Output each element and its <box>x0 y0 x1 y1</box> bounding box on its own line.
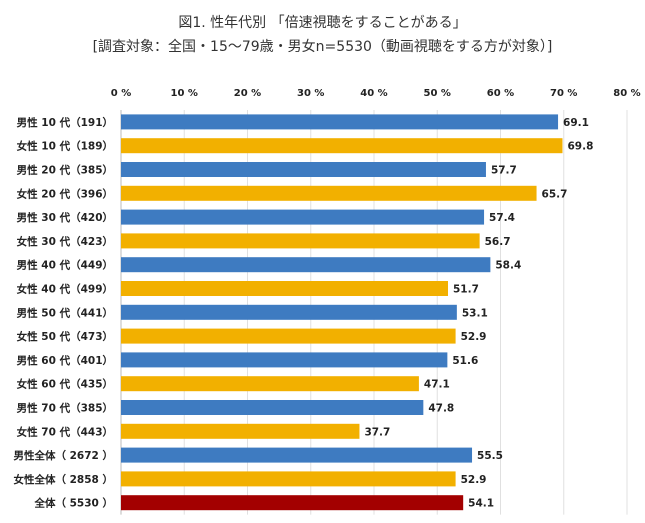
bar <box>121 352 448 368</box>
bar <box>121 423 360 439</box>
category-label: 全体（ 5530 ） <box>33 497 113 510</box>
category-label: 男性全体（ 2672 ） <box>13 449 113 462</box>
category-label: 男性 70 代（385） <box>17 402 113 415</box>
data-label: 56.7 <box>485 236 511 248</box>
data-label: 37.7 <box>364 426 390 438</box>
x-tick-label: 20 % <box>234 88 261 99</box>
data-label: 57.4 <box>489 212 515 224</box>
data-label: 53.1 <box>462 307 488 319</box>
bar <box>121 281 449 296</box>
data-label: 51.6 <box>452 355 478 367</box>
x-tick-label: 80 % <box>613 88 640 99</box>
category-label: 男性 60 代（401） <box>17 354 113 367</box>
category-label: 男性 40 代（449） <box>17 259 113 272</box>
chart-subtitle: [調査対象：全国・15～79歳・男女n=5530（動画視聴をする方が対象）] <box>92 39 553 55</box>
category-label: 女性 50 代（473） <box>17 330 113 343</box>
category-label: 女性 60 代（435） <box>17 378 113 391</box>
x-tick-label: 70 % <box>550 88 577 99</box>
category-label: 男性 20 代（385） <box>17 164 113 177</box>
category-label: 女性 20 代（396） <box>17 187 113 200</box>
data-label: 65.7 <box>542 188 568 200</box>
x-tick-label: 30 % <box>297 88 324 99</box>
bar <box>121 185 537 201</box>
chart-title: 図1. 性年代別 「倍速視聴をすることがある」 <box>178 15 467 31</box>
bar <box>121 471 456 487</box>
category-label: 女性 70 代（443） <box>17 425 113 438</box>
bar <box>121 233 480 249</box>
x-tick-label: 50 % <box>424 88 451 99</box>
data-label: 69.1 <box>563 117 589 129</box>
bar <box>121 209 485 225</box>
x-tick-label: 10 % <box>171 88 198 99</box>
bar <box>121 447 473 463</box>
bar <box>121 495 464 511</box>
category-label: 女性 40 代（499） <box>17 283 113 296</box>
data-label: 55.5 <box>477 450 503 462</box>
data-label: 51.7 <box>453 284 479 296</box>
bar <box>121 328 456 344</box>
bar <box>121 400 424 415</box>
category-label: 女性 30 代（423） <box>17 235 113 248</box>
data-label: 52.9 <box>461 331 487 343</box>
bar <box>121 376 419 392</box>
data-label: 54.1 <box>468 498 494 510</box>
bar <box>121 257 491 273</box>
data-label: 47.1 <box>424 379 450 391</box>
x-tick-label: 40 % <box>360 88 387 99</box>
data-label: 47.8 <box>428 403 454 415</box>
category-label: 男性 30 代（420） <box>17 211 113 224</box>
bar <box>121 114 559 130</box>
bar <box>121 162 486 177</box>
x-tick-label: 60 % <box>487 88 514 99</box>
data-label: 69.8 <box>567 141 593 153</box>
data-label: 57.7 <box>491 165 517 177</box>
category-label: 女性全体（ 2858 ） <box>13 473 113 486</box>
category-label: 男性 50 代（441） <box>17 306 113 319</box>
data-label: 52.9 <box>461 474 487 486</box>
bar <box>121 304 457 320</box>
x-tick-label: 0 % <box>111 88 131 99</box>
data-label: 58.4 <box>495 260 521 272</box>
category-label: 男性 10 代（191） <box>17 116 113 129</box>
bar <box>121 138 563 154</box>
category-label: 女性 10 代（189） <box>17 140 113 153</box>
